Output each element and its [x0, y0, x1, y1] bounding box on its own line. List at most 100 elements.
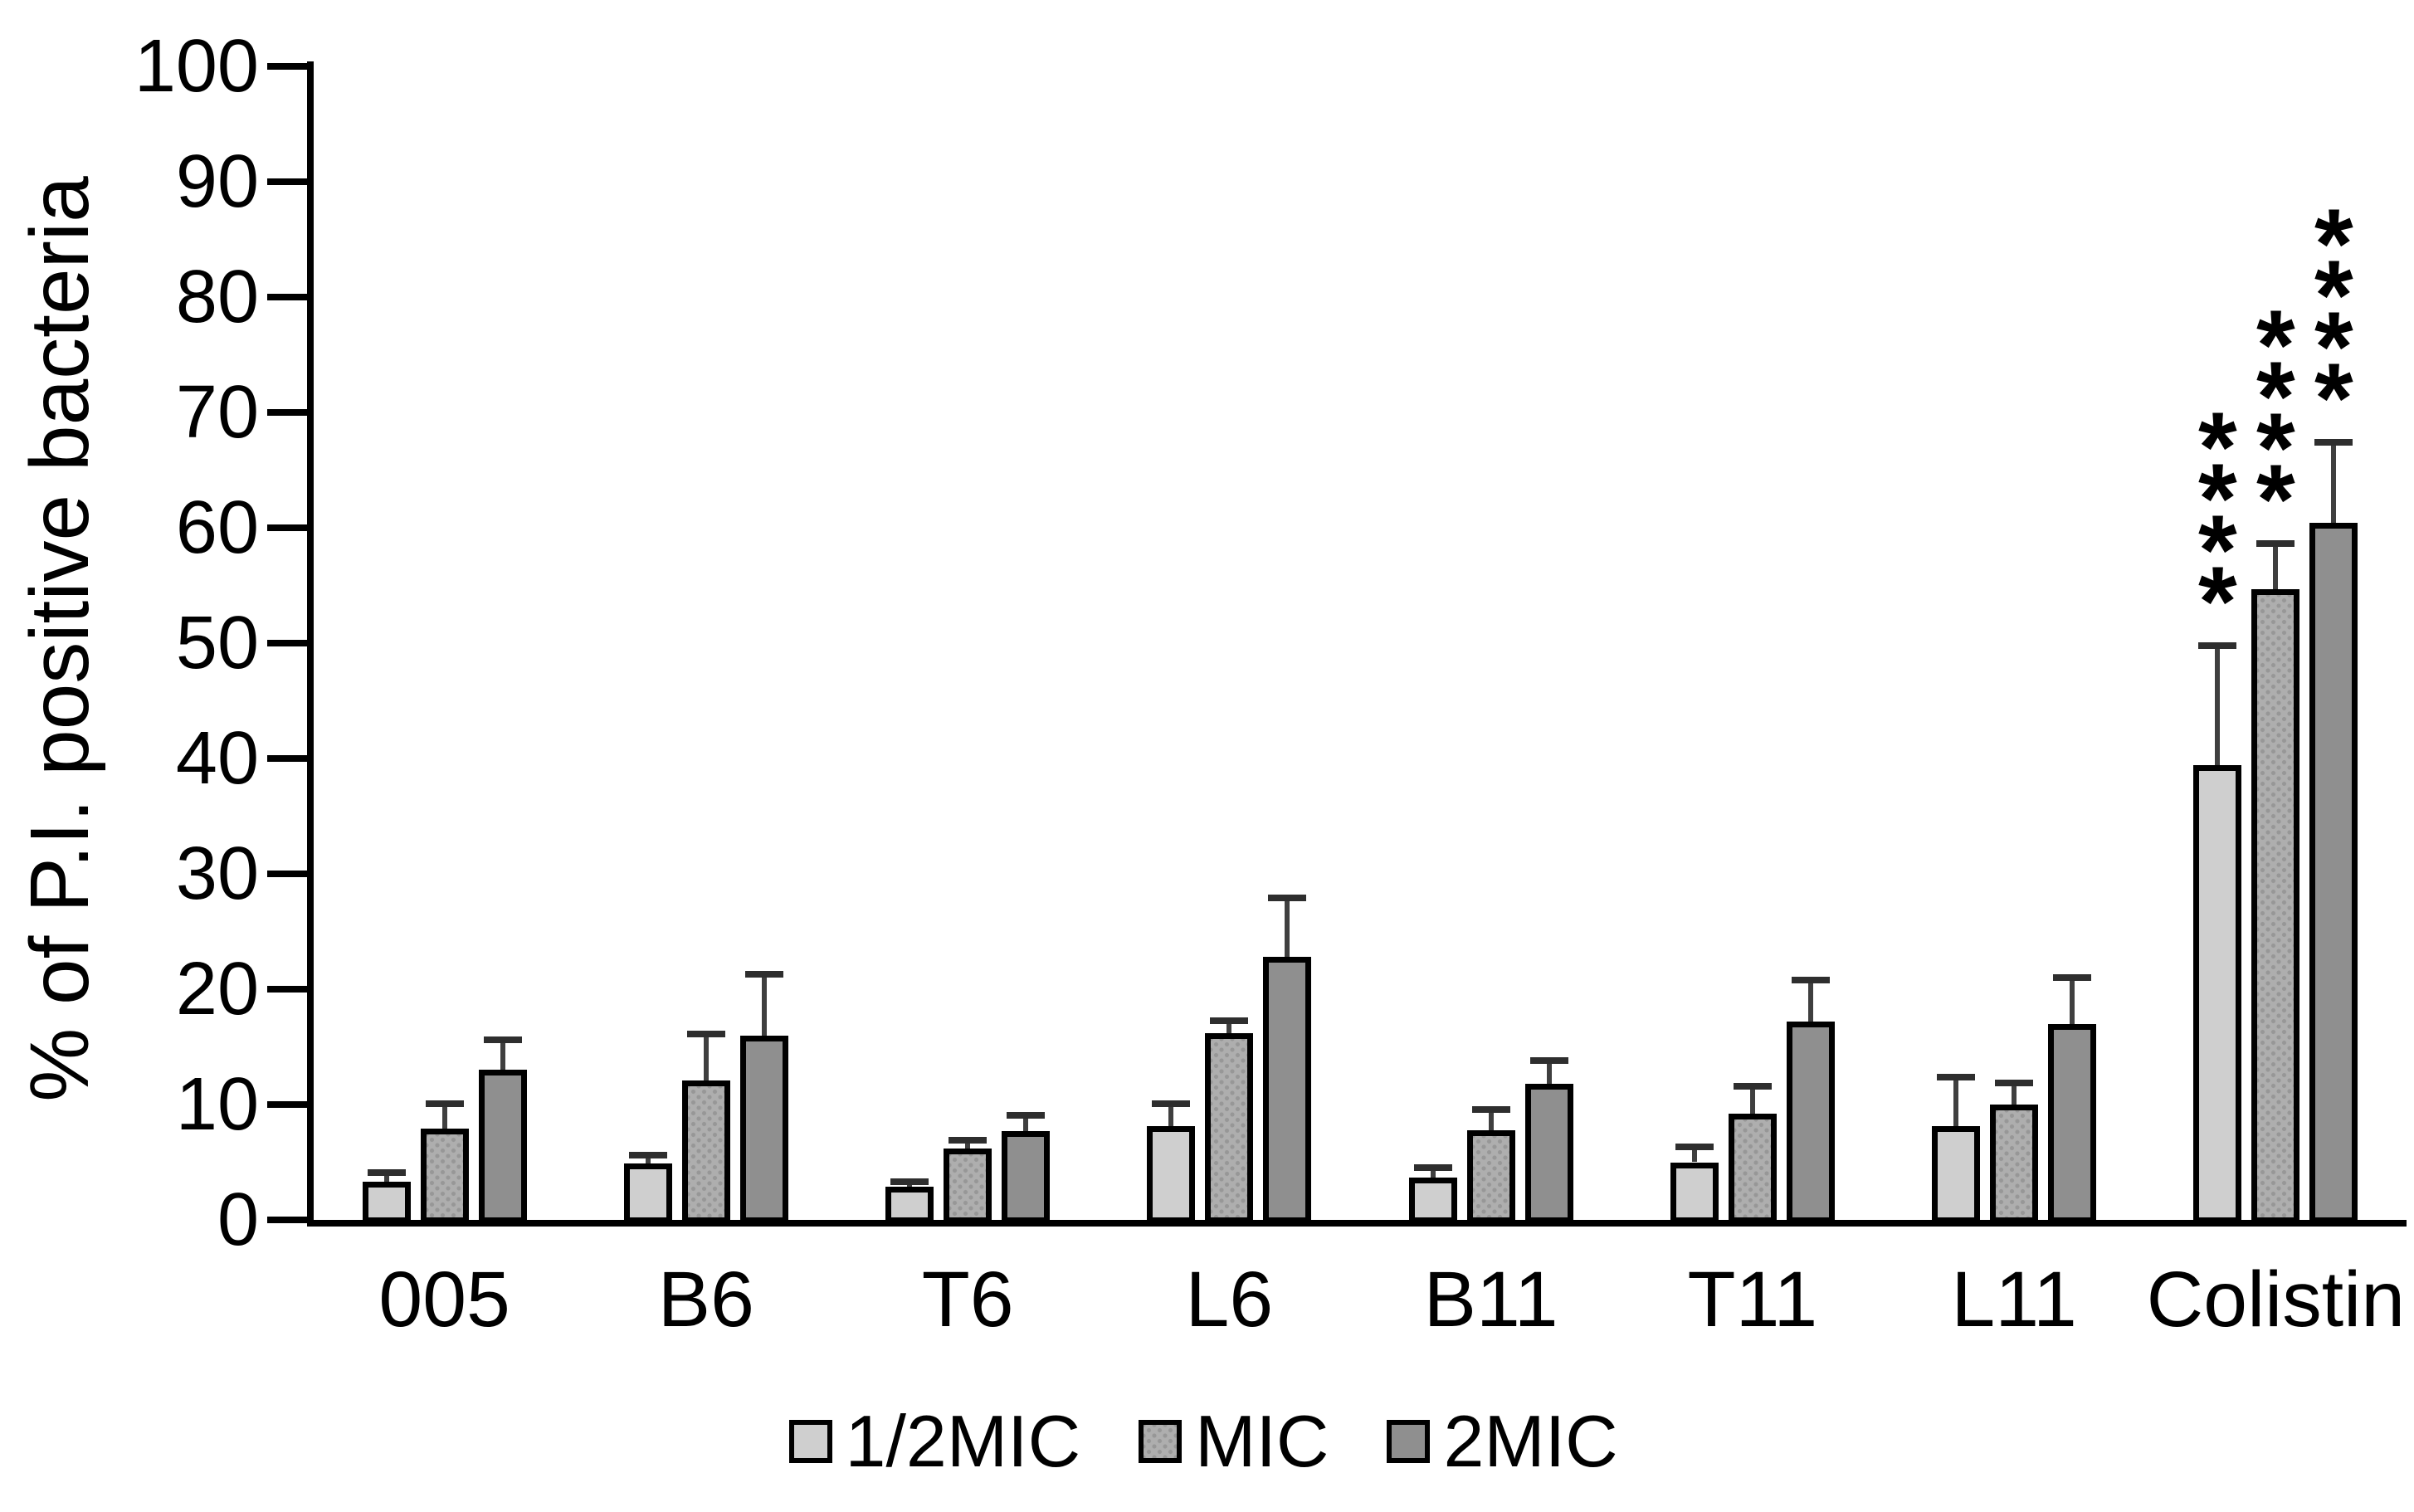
error-bar-005-MIC	[441, 1103, 447, 1129]
asterisk: *	[2198, 545, 2237, 657]
y-axis-tick	[267, 1101, 307, 1108]
error-cap-T11-MIC	[1733, 1082, 1772, 1090]
y-tick-label: 20	[175, 948, 259, 1031]
y-tick-label: 40	[175, 717, 259, 800]
bar-005-2MIC	[478, 1070, 527, 1223]
y-axis-tick	[267, 178, 307, 185]
category-label-L11: L11	[1951, 1256, 2077, 1344]
bar-B11-1/2MIC	[1408, 1177, 1457, 1223]
legend-label-2MIC: 2MIC	[1443, 1400, 1618, 1482]
error-bar-T11-2MIC	[1807, 979, 1813, 1022]
y-tick-label: 50	[175, 602, 259, 685]
bar-B6-1/2MIC	[623, 1163, 672, 1223]
y-tick-label: 10	[175, 1063, 259, 1146]
error-cap-Colistin-2MIC	[2314, 439, 2353, 446]
error-bar-L6-MIC	[1227, 1020, 1232, 1033]
category-label-L6: L6	[1185, 1256, 1274, 1344]
bar-L11-2MIC	[2048, 1023, 2097, 1223]
legend-swatch-MIC	[1139, 1420, 1183, 1463]
error-bar-L6-2MIC	[1285, 898, 1290, 958]
bar-L6-MIC	[1205, 1032, 1254, 1223]
error-bar-Colistin-MIC	[2273, 544, 2279, 589]
category-label-Colistin: Colistin	[2146, 1256, 2406, 1344]
asterisk: *	[2256, 444, 2295, 556]
bar-005-1/2MIC	[362, 1182, 411, 1223]
y-axis-tick	[267, 409, 307, 416]
error-cap-B11-2MIC	[1529, 1057, 1568, 1065]
error-bar-B6-MIC	[703, 1034, 709, 1080]
error-bar-Colistin-1/2MIC	[2215, 645, 2221, 766]
error-bar-T11-MIC	[1749, 1085, 1755, 1114]
bar-Colistin-2MIC	[2309, 523, 2358, 1223]
error-cap-T11-1/2MIC	[1675, 1144, 1714, 1151]
legend-item-1/2MIC: 1/2MIC	[788, 1400, 1081, 1482]
legend-label-1/2MIC: 1/2MIC	[845, 1400, 1081, 1482]
bar-T6-1/2MIC	[885, 1186, 934, 1223]
bar-B11-MIC	[1466, 1129, 1515, 1223]
y-axis-tick	[267, 871, 307, 877]
error-cap-005-1/2MIC	[367, 1169, 406, 1176]
error-cap-T6-MIC	[949, 1137, 988, 1144]
y-axis-line	[307, 61, 314, 1227]
error-bar-B11-2MIC	[1546, 1061, 1552, 1084]
y-axis-tick	[267, 986, 307, 993]
category-label-B11: B11	[1423, 1256, 1558, 1344]
error-cap-L6-MIC	[1210, 1017, 1249, 1024]
error-bar-005-2MIC	[500, 1040, 505, 1071]
y-tick-label: 90	[175, 140, 259, 223]
error-bar-L11-1/2MIC	[1953, 1076, 1959, 1127]
significance-marks-Colistin-2MIC: * * * *	[2284, 194, 2383, 455]
bar-T11-1/2MIC	[1670, 1162, 1719, 1223]
error-cap-L11-1/2MIC	[1937, 1073, 1976, 1080]
legend-swatch-2MIC	[1387, 1420, 1431, 1463]
asterisk: *	[2314, 343, 2353, 455]
bar-B6-2MIC	[739, 1035, 788, 1223]
error-bar-L11-2MIC	[2070, 978, 2075, 1024]
error-bar-B6-1/2MIC	[645, 1155, 651, 1163]
bar-L6-1/2MIC	[1147, 1126, 1196, 1223]
error-cap-005-MIC	[425, 1100, 464, 1107]
error-cap-T6-2MIC	[1007, 1111, 1046, 1119]
legend-swatch-1/2MIC	[788, 1420, 832, 1463]
error-cap-L6-1/2MIC	[1152, 1100, 1191, 1107]
error-bar-B11-MIC	[1488, 1109, 1494, 1130]
x-axis-line	[307, 1220, 2407, 1227]
error-bar-005-1/2MIC	[383, 1173, 389, 1183]
y-axis-tick	[267, 755, 307, 762]
error-cap-B6-1/2MIC	[628, 1152, 667, 1159]
bar-L11-MIC	[1990, 1105, 2039, 1223]
error-bar-T6-MIC	[965, 1140, 971, 1149]
bar-T6-2MIC	[1002, 1130, 1051, 1223]
y-axis-tick	[267, 294, 307, 300]
bar-Colistin-MIC	[2251, 588, 2300, 1223]
bar-B11-2MIC	[1524, 1083, 1573, 1223]
significance-marks-Colistin-1/2MIC: * * * *	[2168, 398, 2267, 657]
error-cap-B6-2MIC	[744, 970, 783, 978]
error-cap-T6-1/2MIC	[890, 1178, 929, 1186]
y-axis-tick	[267, 524, 307, 531]
y-tick-label: 0	[217, 1178, 259, 1261]
bar-L11-1/2MIC	[1932, 1126, 1981, 1223]
legend-item-2MIC: 2MIC	[1387, 1400, 1618, 1482]
error-cap-L11-MIC	[1995, 1079, 2034, 1086]
error-bar-B11-1/2MIC	[1430, 1168, 1436, 1178]
category-label-B6: B6	[657, 1256, 754, 1344]
error-bar-L6-1/2MIC	[1168, 1103, 1174, 1127]
y-tick-label: 30	[175, 832, 259, 915]
y-tick-label: 60	[175, 486, 259, 569]
category-label-T11: T11	[1687, 1256, 1818, 1344]
error-cap-B11-MIC	[1471, 1105, 1510, 1113]
y-axis-tick	[267, 63, 307, 70]
bar-005-MIC	[420, 1129, 469, 1223]
legend-item-MIC: MIC	[1139, 1403, 1329, 1480]
y-tick-label: 70	[175, 371, 259, 454]
y-tick-label: 80	[175, 256, 259, 339]
legend-label-MIC: MIC	[1195, 1400, 1329, 1482]
error-bar-B6-2MIC	[761, 973, 767, 1036]
y-axis-tick	[267, 640, 307, 646]
error-cap-L6-2MIC	[1268, 895, 1307, 902]
y-tick-label: 100	[134, 25, 259, 108]
bar-T11-MIC	[1728, 1114, 1777, 1223]
bar-B6-MIC	[681, 1080, 730, 1223]
